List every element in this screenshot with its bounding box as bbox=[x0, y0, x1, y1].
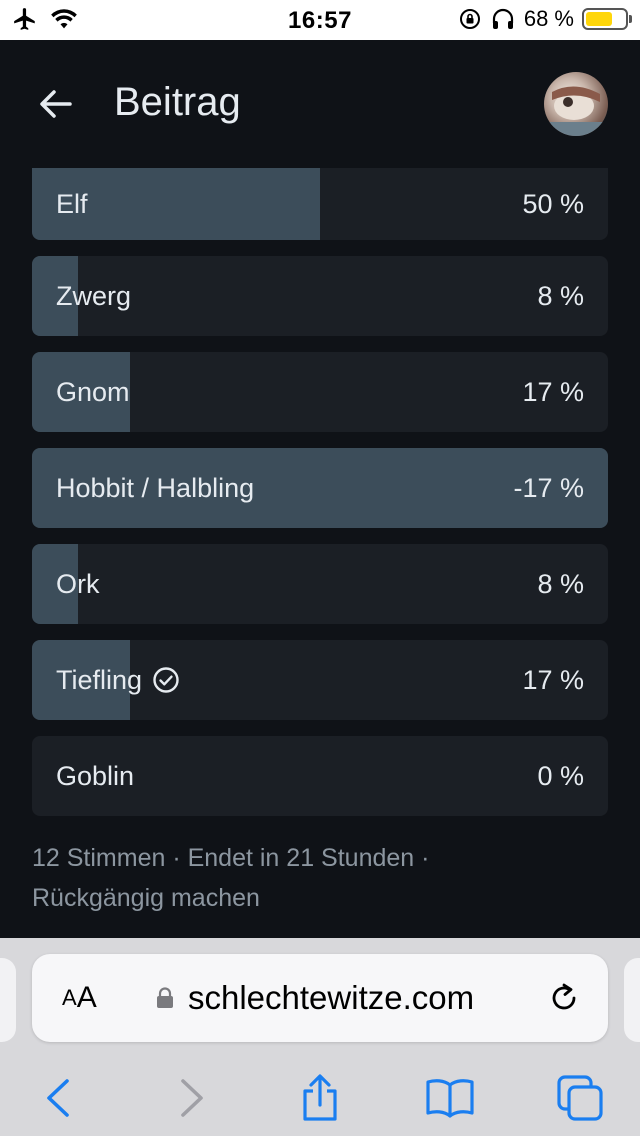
status-time: 16:57 bbox=[288, 7, 352, 34]
option-text: Hobbit / Halbling bbox=[56, 472, 255, 503]
poll-bar bbox=[32, 448, 608, 528]
poll-option-percent: 8 % bbox=[537, 280, 584, 311]
poll-option-label: Gnom bbox=[56, 352, 130, 432]
aa-big: A bbox=[76, 981, 97, 1014]
poll-bar bbox=[32, 352, 130, 432]
poll-option-percent: 8 % bbox=[537, 568, 584, 599]
poll-option-percent: 50 % bbox=[522, 188, 584, 219]
option-text: Elf bbox=[56, 188, 88, 219]
poll-option-label: Elf bbox=[56, 168, 88, 240]
poll-bar bbox=[32, 168, 320, 240]
check-circle-icon bbox=[153, 667, 179, 693]
poll-option-zwerg: Zwerg 8 % bbox=[32, 256, 608, 336]
poll-bar bbox=[32, 256, 79, 336]
poll-option-percent: 17 % bbox=[522, 664, 584, 695]
poll-container: Elf 50 % Zwerg 8 % Gnom 17 % Hobbit / Ha… bbox=[0, 168, 640, 938]
poll-option-label: Tiefling bbox=[56, 640, 180, 720]
poll-bar bbox=[32, 544, 79, 624]
battery-icon bbox=[582, 8, 632, 30]
avatar[interactable] bbox=[544, 72, 608, 136]
share-button[interactable] bbox=[292, 1070, 348, 1126]
reload-icon[interactable] bbox=[546, 980, 582, 1016]
poll-option-label: Goblin bbox=[56, 736, 134, 816]
previous-tab-peek[interactable] bbox=[0, 958, 16, 1042]
poll-option-hobbit: Hobbit / Halbling -17 % bbox=[32, 448, 608, 528]
share-icon bbox=[303, 1074, 337, 1121]
battery-percent: 68 % bbox=[523, 6, 574, 31]
option-text: Tiefling bbox=[56, 664, 143, 695]
tabs-button[interactable] bbox=[552, 1070, 608, 1126]
poll-option-label: Zwerg bbox=[56, 256, 131, 336]
battery-fill bbox=[586, 12, 612, 26]
poll-option-percent: -17 % bbox=[513, 472, 584, 503]
poll-option-label: Ork bbox=[56, 544, 100, 624]
arrow-left-icon[interactable] bbox=[36, 84, 76, 124]
headphones-icon bbox=[492, 8, 513, 29]
poll-meta: 12 Stimmen · Endet in 21 Stunden · Rückg… bbox=[32, 838, 592, 918]
bookmarks-button[interactable] bbox=[422, 1070, 478, 1126]
url-text[interactable]: schlechtewitze.com bbox=[188, 979, 475, 1016]
avatar-image bbox=[544, 86, 608, 136]
poll-option-elf: Elf 50 % bbox=[32, 168, 608, 240]
status-bar: 16:57 68 % bbox=[0, 0, 640, 40]
page-title: Beitrag bbox=[114, 80, 241, 124]
wifi-icon bbox=[51, 9, 77, 29]
lock-icon bbox=[157, 987, 173, 1008]
option-text: Ork bbox=[56, 568, 100, 599]
status-right: 68 % bbox=[458, 6, 632, 32]
poll-option-label: Hobbit / Halbling bbox=[56, 448, 254, 528]
poll-option-gnom: Gnom 17 % bbox=[32, 352, 608, 432]
undo-vote-link[interactable]: Rückgängig machen bbox=[32, 884, 260, 912]
aa-small: A bbox=[62, 985, 77, 1010]
poll-option-ork: Ork 8 % bbox=[32, 544, 608, 624]
option-text: Gnom bbox=[56, 376, 130, 407]
poll-option-percent: 0 % bbox=[537, 760, 584, 791]
airplane-icon bbox=[14, 8, 35, 30]
status-left bbox=[12, 6, 78, 32]
poll-option-percent: 17 % bbox=[522, 376, 584, 407]
bookmarks-icon bbox=[426, 1079, 474, 1118]
poll-meta-info: 12 Stimmen · Endet in 21 Stunden · bbox=[32, 844, 430, 872]
forward-button[interactable] bbox=[164, 1070, 220, 1126]
back-button[interactable] bbox=[30, 1070, 86, 1126]
option-text: Zwerg bbox=[56, 280, 132, 311]
back-chevron-icon bbox=[47, 1079, 69, 1117]
next-tab-peek[interactable] bbox=[624, 958, 640, 1042]
poll-option-goblin: Goblin 0 % bbox=[32, 736, 608, 816]
poll-bar bbox=[32, 640, 130, 720]
option-text: Goblin bbox=[56, 760, 135, 791]
tabs-icon bbox=[557, 1075, 603, 1121]
forward-chevron-icon bbox=[181, 1079, 203, 1117]
app-header: Beitrag bbox=[0, 40, 640, 168]
browser-toolbar bbox=[0, 1060, 640, 1136]
poll-option-tiefling: Tiefling 17 % bbox=[32, 640, 608, 720]
orientation-lock-icon bbox=[459, 9, 480, 29]
